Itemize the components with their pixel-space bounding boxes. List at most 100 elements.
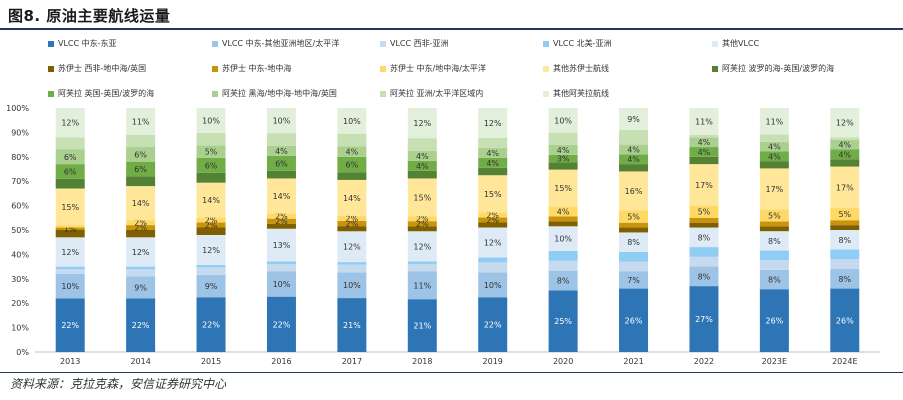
bar-segment [55, 164, 85, 179]
legend-label: 阿芙拉 黑海/地中海-地中海/英国 [222, 89, 337, 98]
bar-segment [619, 288, 649, 352]
data-label: 5% [205, 148, 218, 157]
data-label: 6% [205, 161, 218, 170]
bar-segment [689, 147, 719, 157]
bottom-rule [0, 372, 903, 373]
bar-segment [619, 251, 649, 262]
bar-segment [478, 175, 508, 213]
legend-item: VLCC 中东-其他亚洲地区/太平洋 [212, 39, 339, 49]
bar-segment [407, 261, 437, 264]
bar-segment [266, 213, 296, 219]
data-label: 5% [838, 210, 851, 219]
x-tick-label: 2023E [762, 357, 787, 366]
bar-segment [759, 141, 789, 152]
data-label: 6% [134, 165, 147, 174]
bar-segment [266, 218, 296, 224]
legend-label: 苏伊士 中东-地中海 [222, 64, 292, 73]
bar-segment [407, 221, 437, 227]
legend-item: 阿芙拉 黑海/地中海-地中海/英国 [212, 89, 337, 99]
bar-segment [407, 138, 437, 151]
bar-segment [337, 108, 367, 134]
bar-segment [407, 150, 437, 161]
legend-swatch [712, 65, 718, 72]
x-tick-label: 2019 [483, 357, 503, 366]
bar-segment [689, 227, 719, 248]
y-tick-label: 0% [16, 348, 29, 357]
data-label: 10% [343, 281, 361, 290]
data-label: 6% [64, 153, 77, 162]
x-tick-label: 2020 [553, 357, 573, 366]
legend-item: 其他VLCC [712, 39, 759, 49]
data-label: 27% [695, 315, 713, 324]
bar-segment [478, 217, 508, 223]
data-label: 13% [273, 241, 291, 250]
bar-segment [407, 299, 437, 352]
legend-label: 其他VLCC [722, 39, 760, 48]
legend-swatch [712, 40, 718, 47]
legend-item: 苏伊士 中东/地中海/太平洋 [380, 64, 486, 74]
x-tick-label: 2016 [271, 357, 291, 366]
bar-segment [548, 108, 578, 133]
stacked-bar-chart: 0% 10% 20% 30% 40% 50% 60% 70% 80% 90% 100% 22% 10% 1… [6, 104, 880, 366]
bar-segment [830, 108, 860, 138]
data-label: 10% [61, 282, 79, 291]
bar-segment [548, 169, 578, 207]
bar-segment [759, 250, 789, 261]
legend-item: 其他阿芙拉航线 [543, 89, 609, 99]
data-label: 3% [557, 155, 570, 164]
legend-swatch [48, 40, 54, 47]
bar-segment [266, 178, 296, 214]
bar-segment [689, 205, 719, 218]
bar-segment [196, 217, 226, 223]
bar-segment [619, 261, 649, 272]
bar-segment [337, 226, 367, 232]
data-label: 17% [765, 185, 783, 194]
bar-segment [830, 149, 860, 160]
bar-segment [759, 168, 789, 210]
bar-segment [759, 151, 789, 162]
legend-item: VLCC 中东-东亚 [48, 39, 117, 49]
bar-segment [196, 108, 226, 133]
bar-segment [196, 145, 226, 158]
data-label: 21% [413, 322, 431, 331]
data-label: 2% [416, 220, 429, 229]
legend-label: VLCC 中东-其他亚洲地区/太平洋 [222, 39, 340, 48]
bar-segment [830, 159, 860, 167]
bar-segment [407, 216, 437, 222]
data-label: 22% [484, 321, 502, 330]
y-tick-label: 80% [11, 153, 29, 162]
legend-item: 阿芙拉 波罗的海-英国/波罗的海 [712, 64, 834, 74]
bar-segment [478, 222, 508, 228]
data-label: 12% [484, 119, 502, 128]
bar-segment [337, 156, 367, 173]
data-label: 17% [695, 181, 713, 190]
bar-segment [759, 231, 789, 251]
bar-segment [478, 297, 508, 352]
bar-segment [337, 298, 367, 352]
bar-segment [196, 267, 226, 275]
data-label: 4% [416, 162, 429, 171]
bar-segment [548, 270, 578, 291]
bar-segment [478, 212, 508, 218]
bar-segment [337, 272, 367, 299]
data-label: 4% [627, 145, 640, 154]
legend-item: 其他苏伊士航线 [543, 64, 609, 74]
bar-segment [126, 225, 156, 230]
data-label: 10% [484, 281, 502, 290]
bar-segment [548, 290, 578, 352]
data-label: 11% [765, 117, 783, 126]
bar-segment [830, 137, 860, 140]
bar-segment [619, 154, 649, 165]
data-label: 8% [698, 272, 711, 281]
bar-segment [407, 108, 437, 139]
bar-segment [55, 266, 85, 270]
bar-segment [830, 166, 860, 209]
legend-label: VLCC 北美-亚洲 [553, 39, 612, 48]
bar-segment [266, 155, 296, 171]
bar-segment [196, 182, 226, 218]
data-label: 4% [346, 148, 359, 157]
data-label: 26% [836, 316, 854, 325]
bar-segment [196, 172, 226, 183]
bar-segment [759, 260, 789, 270]
bar-segment [266, 223, 296, 229]
